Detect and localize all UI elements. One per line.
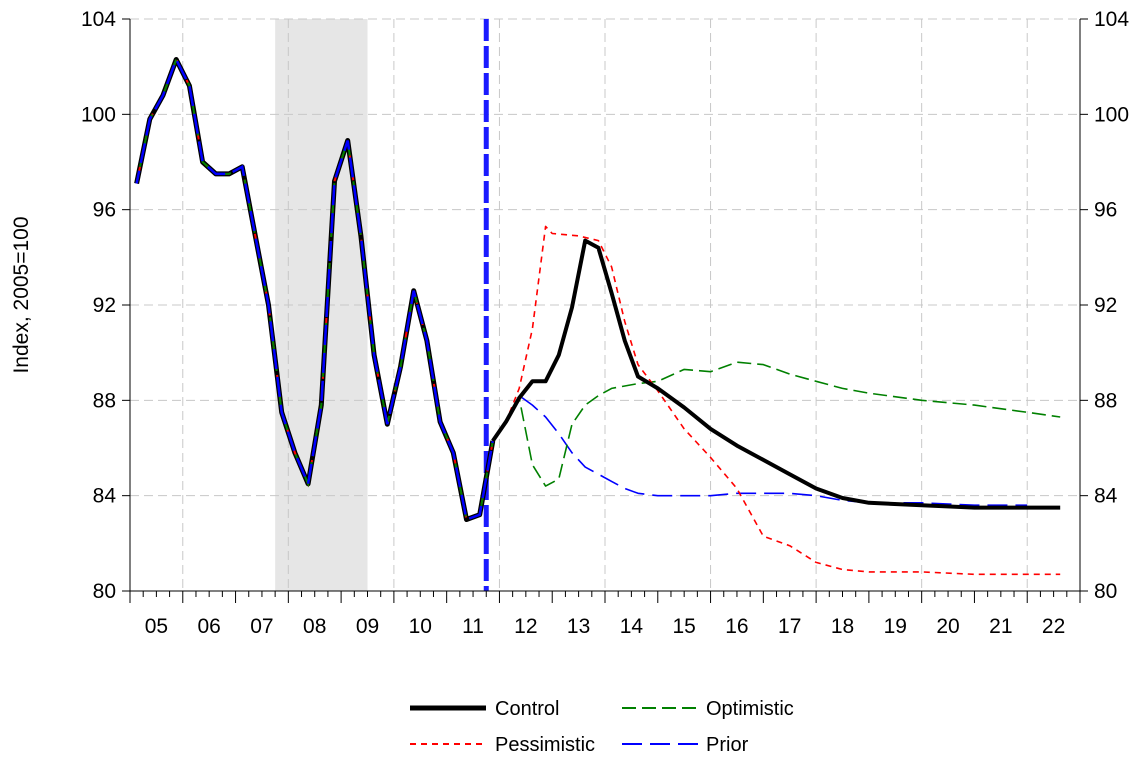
series-pessimistic	[492, 225, 1061, 576]
x-tick-label: 18	[831, 615, 854, 638]
x-tick-label: 15	[672, 615, 695, 638]
x-tick-label: 11	[462, 615, 484, 638]
y-tick-label-right: 88	[1094, 389, 1117, 412]
x-tick-label: 17	[778, 615, 801, 638]
legend-label-control: Control	[495, 698, 559, 720]
y-tick-label-left: 104	[81, 8, 116, 31]
y-axis-label: Index, 2005=100	[10, 216, 33, 373]
legend-label-prior: Prior	[706, 734, 749, 756]
x-tick-label: 05	[145, 615, 168, 638]
series-prior	[492, 394, 1028, 507]
x-tick-label: 21	[989, 615, 1012, 638]
x-tick-label: 14	[620, 615, 644, 638]
x-tick-label: 09	[356, 615, 379, 638]
y-tick-label-left: 92	[93, 294, 116, 317]
y-tick-label-left: 84	[93, 485, 117, 508]
y-tick-label-left: 96	[93, 199, 116, 222]
y-tick-label-right: 92	[1094, 294, 1117, 317]
y-tick-label-right: 100	[1094, 103, 1129, 126]
legend-label-optimistic: Optimistic	[706, 698, 794, 720]
x-tick-label: 07	[250, 615, 273, 638]
x-tick-label: 12	[514, 615, 537, 638]
y-tick-label-left: 80	[93, 580, 116, 603]
x-tick-label: 08	[303, 615, 326, 638]
series-control	[491, 238, 1061, 510]
x-tick-label: 20	[936, 615, 959, 638]
series-history-prior	[135, 56, 495, 522]
y-tick-label-right: 104	[1094, 8, 1129, 31]
y-tick-label-left: 100	[81, 103, 116, 126]
x-tick-label: 06	[197, 615, 220, 638]
x-tick-label: 19	[884, 615, 907, 638]
x-tick-label: 13	[567, 615, 590, 638]
y-tick-label-right: 80	[1094, 580, 1117, 603]
x-tick-label: 16	[725, 615, 748, 638]
y-tick-label-right: 96	[1094, 199, 1117, 222]
x-tick-label: 10	[409, 615, 432, 638]
series-optimistic	[492, 361, 1061, 487]
x-tick-label: 22	[1042, 615, 1065, 638]
legend: Control Optimistic Pessimistic Prior	[410, 698, 794, 756]
legend-label-pessimistic: Pessimistic	[495, 734, 595, 756]
y-tick-label-right: 84	[1094, 485, 1118, 508]
y-tick-label-left: 88	[93, 389, 116, 412]
